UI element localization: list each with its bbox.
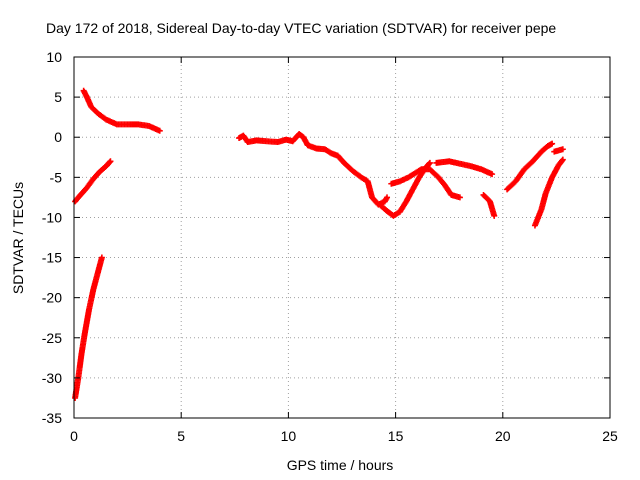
y-tick-label: -35 <box>42 410 62 426</box>
data-point <box>426 159 433 166</box>
y-tick-label: -15 <box>42 250 62 266</box>
plot-frame <box>73 56 611 419</box>
y-tick-label: -30 <box>42 370 62 386</box>
x-tick-label: 15 <box>388 428 404 444</box>
x-tick-label: 25 <box>602 428 618 444</box>
x-tick-label: 0 <box>70 428 78 444</box>
data-point <box>456 194 463 201</box>
y-tick-label: 0 <box>54 129 62 145</box>
x-tick-label: 20 <box>495 428 511 444</box>
data-point <box>156 127 163 134</box>
data-point <box>98 254 105 261</box>
data-point <box>559 146 566 153</box>
grid <box>74 57 610 418</box>
y-tick-label: -20 <box>42 290 62 306</box>
y-tick-label: -10 <box>42 209 62 225</box>
data-point <box>558 157 565 164</box>
data-point <box>491 212 498 219</box>
data-point <box>426 160 433 167</box>
data-series <box>72 87 566 401</box>
x-axis-label: GPS time / hours <box>286 457 394 473</box>
data-point <box>106 159 113 166</box>
x-tick-label: 5 <box>177 428 185 444</box>
x-tick-label: 10 <box>281 428 297 444</box>
y-tick-label: -5 <box>50 169 63 185</box>
data-point <box>559 156 566 163</box>
data-point <box>549 140 556 147</box>
y-tick-label: 5 <box>54 89 62 105</box>
chart-title: Day 172 of 2018, Sidereal Day-to-day VTE… <box>46 20 557 36</box>
y-tick-label: -25 <box>42 330 62 346</box>
data-point <box>384 194 391 201</box>
data-point <box>107 158 114 165</box>
axis-ticks: 0 5 10 15 20 25 -35 -30 -25 -20 -15 -10 -5 0 5 10 <box>42 49 618 444</box>
data-point <box>489 171 496 178</box>
y-tick-label: 10 <box>46 49 62 65</box>
